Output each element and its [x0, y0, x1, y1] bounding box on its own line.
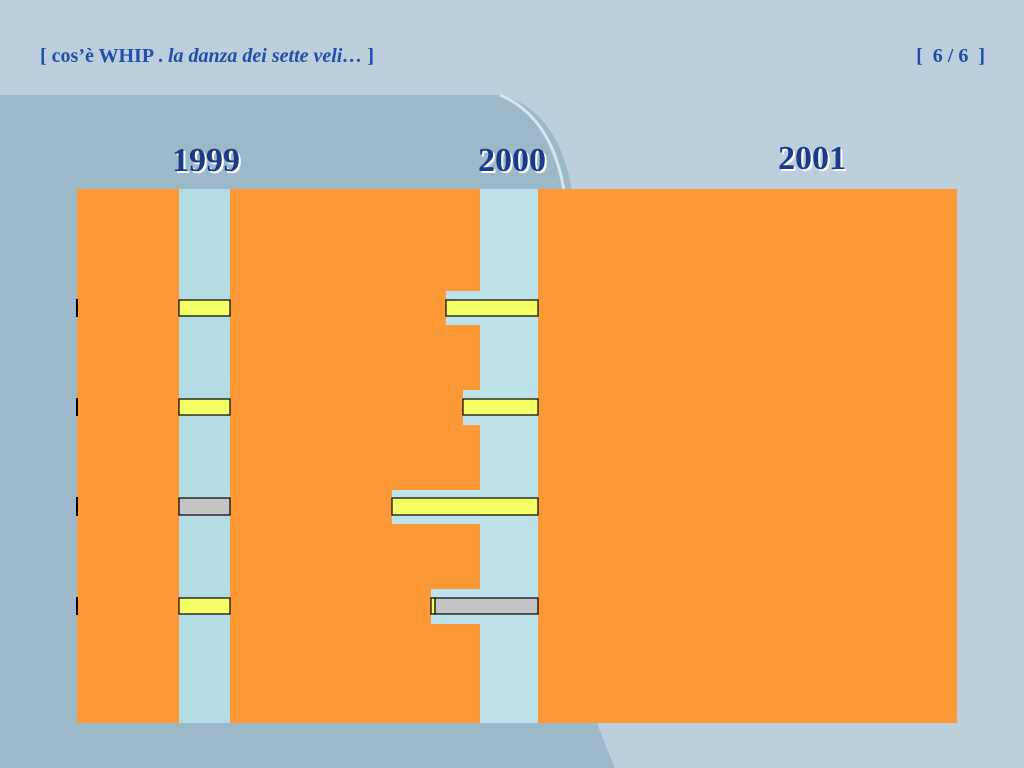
bar: [430, 597, 436, 615]
title-open: [ cos’è WHIP .: [40, 45, 168, 67]
page-number: [ 6 / 6 ]: [916, 45, 985, 67]
year-label: 2001: [778, 140, 846, 177]
panel: [230, 189, 480, 723]
bar: [445, 299, 539, 317]
bar: [462, 398, 539, 416]
title-italic: la danza dei sette veli…: [168, 45, 362, 67]
bar: [391, 497, 539, 516]
panel: [538, 189, 957, 723]
strip: [480, 189, 538, 723]
slide-title: [ cos’è WHIP . la danza dei sette veli… …: [40, 45, 374, 67]
bar: [178, 497, 231, 516]
year-shadow: 2001: [780, 142, 848, 179]
bar: [178, 398, 231, 416]
bar: [178, 597, 231, 615]
bar: [434, 597, 539, 615]
year-label: 1999: [172, 142, 240, 179]
bar: [178, 299, 231, 317]
panel: [77, 189, 179, 723]
year-shadow: 1999: [174, 144, 242, 181]
year-shadow: 2000: [480, 144, 548, 181]
title-close: ]: [362, 45, 374, 67]
year-label: 2000: [478, 142, 546, 179]
strip: [179, 189, 230, 723]
